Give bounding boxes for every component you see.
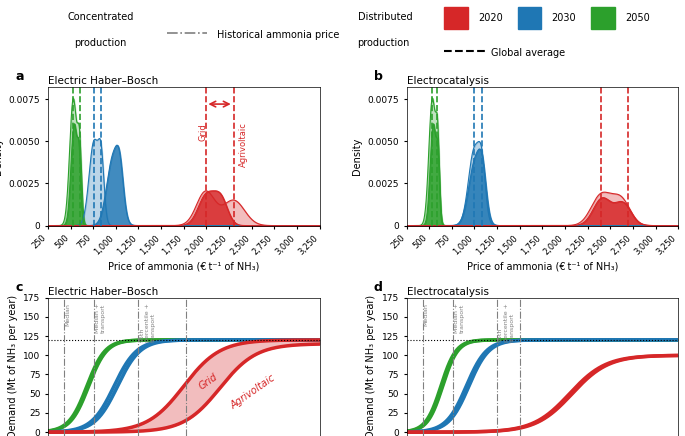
Text: b: b	[374, 70, 383, 83]
Text: Electrocatalysis: Electrocatalysis	[406, 287, 488, 297]
Text: d: d	[374, 281, 383, 294]
Text: Grid: Grid	[197, 372, 220, 392]
Text: 2030: 2030	[551, 13, 576, 23]
Text: Electric Haber–Bosch: Electric Haber–Bosch	[48, 76, 158, 86]
Text: Median +
transport: Median + transport	[453, 303, 464, 333]
FancyBboxPatch shape	[445, 7, 468, 29]
Text: Distributed: Distributed	[358, 12, 412, 22]
Text: Concentrated: Concentrated	[67, 12, 134, 22]
Text: 95th
percentile +
transport: 95th percentile + transport	[140, 303, 156, 342]
FancyBboxPatch shape	[591, 7, 615, 29]
Text: Agrivoltaic: Agrivoltaic	[239, 122, 248, 167]
Y-axis label: Density: Density	[0, 138, 3, 175]
Text: production: production	[74, 37, 127, 48]
Text: Historical ammonia price: Historical ammonia price	[217, 31, 340, 40]
Text: 2020: 2020	[478, 13, 503, 23]
Text: Median: Median	[424, 303, 429, 326]
Y-axis label: Demand (Mt of NH₃ per year): Demand (Mt of NH₃ per year)	[366, 295, 376, 436]
Y-axis label: Density: Density	[351, 138, 362, 175]
Text: a: a	[15, 70, 24, 83]
Text: Grid: Grid	[198, 123, 208, 141]
Text: production: production	[358, 37, 410, 48]
Text: Median: Median	[65, 303, 70, 326]
Text: Electric Haber–Bosch: Electric Haber–Bosch	[48, 287, 158, 297]
X-axis label: Price of ammonia (€ t⁻¹ of NH₃): Price of ammonia (€ t⁻¹ of NH₃)	[466, 262, 618, 272]
FancyBboxPatch shape	[518, 7, 541, 29]
Text: 95th
percentile +
transport: 95th percentile + transport	[498, 303, 514, 342]
Text: 2050: 2050	[625, 13, 649, 23]
X-axis label: Price of ammonia (€ t⁻¹ of NH₃): Price of ammonia (€ t⁻¹ of NH₃)	[108, 262, 260, 272]
Text: Median +
transport: Median + transport	[95, 303, 106, 333]
Y-axis label: Demand (Mt of NH₃ per year): Demand (Mt of NH₃ per year)	[8, 295, 18, 436]
Text: Electrocatalysis: Electrocatalysis	[406, 76, 488, 86]
Text: Agrivoltaic: Agrivoltaic	[229, 373, 277, 411]
Text: c: c	[15, 281, 23, 294]
Text: Global average: Global average	[491, 48, 565, 58]
